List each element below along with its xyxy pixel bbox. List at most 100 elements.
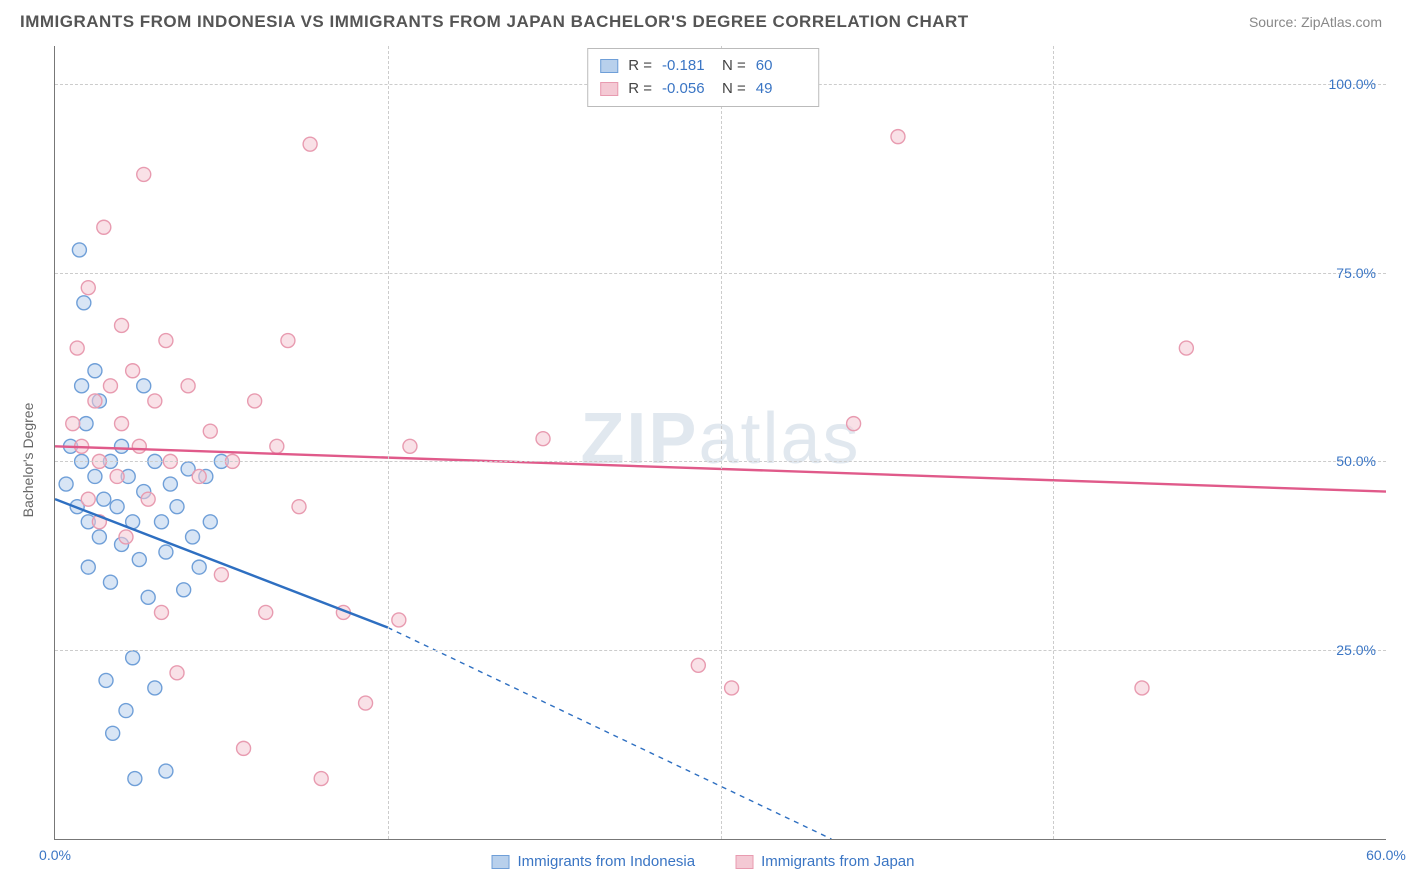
r-value: -0.181 xyxy=(662,55,712,78)
legend-item-indonesia: Immigrants from Indonesia xyxy=(492,853,696,870)
scatter-point-japan xyxy=(88,394,102,408)
scatter-point-japan xyxy=(170,666,184,680)
scatter-point-indonesia xyxy=(106,726,120,740)
scatter-point-japan xyxy=(891,130,905,144)
swatch-icon xyxy=(600,82,618,96)
scatter-point-japan xyxy=(119,530,133,544)
scatter-point-indonesia xyxy=(92,530,106,544)
scatter-point-japan xyxy=(66,417,80,431)
source-attribution: Source: ZipAtlas.com xyxy=(1249,14,1382,30)
gridline-v xyxy=(721,46,722,839)
scatter-point-indonesia xyxy=(59,477,73,491)
legend-item-japan: Immigrants from Japan xyxy=(735,853,914,870)
x-tick-label: 60.0% xyxy=(1366,847,1406,863)
legend-label: Immigrants from Indonesia xyxy=(518,853,696,870)
scatter-point-indonesia xyxy=(137,379,151,393)
scatter-point-indonesia xyxy=(159,764,173,778)
x-tick-label: 0.0% xyxy=(39,847,71,863)
scatter-point-japan xyxy=(115,417,129,431)
scatter-point-japan xyxy=(154,605,168,619)
scatter-point-indonesia xyxy=(154,515,168,529)
scatter-point-indonesia xyxy=(192,560,206,574)
n-value: 49 xyxy=(756,78,806,101)
scatter-point-japan xyxy=(110,469,124,483)
scatter-point-indonesia xyxy=(75,379,89,393)
y-tick-label: 75.0% xyxy=(1336,265,1376,281)
scatter-point-indonesia xyxy=(99,673,113,687)
y-axis-label: Bachelor's Degree xyxy=(20,403,36,518)
scatter-point-japan xyxy=(691,658,705,672)
scatter-point-japan xyxy=(192,469,206,483)
scatter-point-japan xyxy=(536,432,550,446)
scatter-point-indonesia xyxy=(177,583,191,597)
scatter-point-japan xyxy=(159,334,173,348)
n-label: N = xyxy=(722,78,746,101)
scatter-point-japan xyxy=(259,605,273,619)
scatter-point-japan xyxy=(270,439,284,453)
scatter-point-japan xyxy=(392,613,406,627)
scatter-point-indonesia xyxy=(126,651,140,665)
scatter-point-indonesia xyxy=(186,530,200,544)
scatter-point-indonesia xyxy=(77,296,91,310)
correlation-legend: R = -0.181 N = 60 R = -0.056 N = 49 xyxy=(587,48,819,107)
legend-row-indonesia: R = -0.181 N = 60 xyxy=(600,55,806,78)
scatter-point-indonesia xyxy=(128,772,142,786)
scatter-point-japan xyxy=(847,417,861,431)
scatter-point-japan xyxy=(97,220,111,234)
scatter-point-indonesia xyxy=(110,500,124,514)
r-label: R = xyxy=(628,55,652,78)
r-value: -0.056 xyxy=(662,78,712,101)
scatter-point-indonesia xyxy=(115,439,129,453)
scatter-point-japan xyxy=(203,424,217,438)
scatter-point-japan xyxy=(181,379,195,393)
scatter-point-japan xyxy=(148,394,162,408)
scatter-point-indonesia xyxy=(141,590,155,604)
scatter-point-indonesia xyxy=(103,575,117,589)
legend-row-japan: R = -0.056 N = 49 xyxy=(600,78,806,101)
scatter-point-japan xyxy=(132,439,146,453)
n-label: N = xyxy=(722,55,746,78)
scatter-point-indonesia xyxy=(97,492,111,506)
scatter-point-indonesia xyxy=(148,681,162,695)
legend-label: Immigrants from Japan xyxy=(761,853,914,870)
r-label: R = xyxy=(628,78,652,101)
scatter-point-indonesia xyxy=(119,704,133,718)
scatter-point-indonesia xyxy=(72,243,86,257)
scatter-point-japan xyxy=(103,379,117,393)
scatter-point-japan xyxy=(214,568,228,582)
scatter-point-japan xyxy=(1135,681,1149,695)
scatter-point-japan xyxy=(237,741,251,755)
gridline-v xyxy=(388,46,389,839)
scatter-point-japan xyxy=(1179,341,1193,355)
scatter-point-japan xyxy=(137,167,151,181)
scatter-point-indonesia xyxy=(159,545,173,559)
chart-title: IMMIGRANTS FROM INDONESIA VS IMMIGRANTS … xyxy=(20,12,969,32)
scatter-point-indonesia xyxy=(170,500,184,514)
scatter-point-japan xyxy=(292,500,306,514)
swatch-icon xyxy=(492,855,510,869)
y-tick-label: 100.0% xyxy=(1329,76,1376,92)
trend-line-indonesia xyxy=(55,499,388,627)
scatter-point-indonesia xyxy=(163,477,177,491)
gridline-v xyxy=(1053,46,1054,839)
y-tick-label: 50.0% xyxy=(1336,453,1376,469)
scatter-point-japan xyxy=(81,281,95,295)
n-value: 60 xyxy=(756,55,806,78)
scatter-point-japan xyxy=(141,492,155,506)
scatter-point-indonesia xyxy=(88,469,102,483)
scatter-point-indonesia xyxy=(132,553,146,567)
scatter-point-japan xyxy=(126,364,140,378)
chart-plot-area: ZIPatlas 25.0%50.0%75.0%100.0%0.0%60.0% xyxy=(54,46,1386,840)
scatter-point-japan xyxy=(248,394,262,408)
scatter-point-japan xyxy=(725,681,739,695)
scatter-point-japan xyxy=(303,137,317,151)
scatter-point-japan xyxy=(115,318,129,332)
series-legend: Immigrants from Indonesia Immigrants from… xyxy=(482,853,925,870)
scatter-point-japan xyxy=(359,696,373,710)
scatter-point-indonesia xyxy=(79,417,93,431)
scatter-point-indonesia xyxy=(203,515,217,529)
scatter-point-indonesia xyxy=(81,560,95,574)
scatter-point-japan xyxy=(403,439,417,453)
scatter-point-japan xyxy=(81,492,95,506)
scatter-point-japan xyxy=(70,341,84,355)
